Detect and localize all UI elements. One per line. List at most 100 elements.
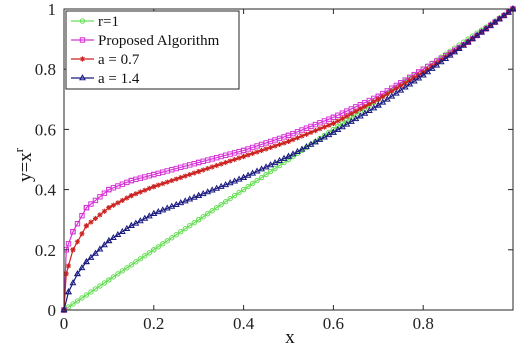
series-3 [60,5,516,313]
axes-layer: 0 0.2 0.4 0.6 0.8 0 0.2 0.4 0.6 0.8 1 [35,0,514,333]
series-marker [460,41,468,48]
series-marker [218,161,224,167]
series-marker [263,171,269,178]
series-marker [437,58,445,65]
y-tick-label: 0.2 [35,241,56,260]
series-marker [79,212,85,219]
series-marker [299,133,305,139]
series-marker [123,224,131,232]
series-marker [249,150,256,157]
data-point [127,221,135,229]
series-marker [280,154,288,161]
series-marker [169,177,175,184]
series-marker [74,239,81,245]
series-marker [115,200,121,206]
series-marker [428,64,436,71]
series-marker [496,15,503,22]
series-marker [110,202,116,208]
series-marker [118,227,126,235]
series-marker [97,194,103,200]
series-marker [371,99,377,105]
legend-box [65,10,240,90]
series-marker [232,156,238,163]
series-marker [186,195,194,202]
series-marker [217,182,225,189]
series-marker [244,171,252,178]
series-marker [109,233,117,241]
series-marker [96,245,104,252]
series-marker [254,177,260,184]
data-point [65,288,72,295]
series-marker [500,11,508,18]
legend-entry: a = 1.4 [71,71,140,87]
series-marker [137,256,144,262]
data-point [285,138,292,145]
series-marker [415,74,423,81]
series-marker [97,283,103,289]
legend-entry: Proposed Algorithm [71,33,220,49]
series-marker [389,88,395,94]
series-marker [383,95,391,102]
series-marker [163,204,171,211]
legend: r=1 Proposed Algorithm a = 0.7 a = 1.4 [65,10,240,90]
series-marker [249,169,257,176]
series-marker [249,180,256,187]
series-marker [451,48,459,55]
series-marker [100,241,108,248]
series-marker [88,219,94,225]
series-line [63,8,514,311]
series-marker [406,80,414,87]
series-marker [74,298,81,304]
x-tick-label: 0.2 [143,314,164,333]
series-marker [164,238,170,244]
series-marker [227,195,233,202]
series-marker [114,230,122,238]
data-point [106,186,112,193]
series-marker [258,147,265,154]
series-marker [74,221,81,227]
series-marker [308,129,314,136]
series-marker [231,177,239,184]
series-marker [276,141,283,148]
series-marker [401,83,409,90]
legend-label: r=1 [98,14,119,30]
series-marker [290,137,296,143]
series-marker [204,188,212,195]
data-point [70,247,76,253]
series-marker [142,187,148,193]
series-marker [339,115,345,122]
data-point [70,229,76,235]
series-marker [159,206,167,213]
data-point [82,258,90,265]
series-marker [303,131,310,137]
y-tick-label: 0.6 [35,120,56,139]
series-marker [65,241,72,247]
data-point [240,173,248,180]
series-marker [231,192,238,199]
series-marker [83,292,90,298]
series-marker [379,98,387,105]
series-marker [133,191,139,197]
series-marker [446,51,454,58]
data-point [63,271,69,277]
series-marker [487,21,495,28]
series-marker [137,189,143,195]
series-marker [272,143,278,149]
series-marker [344,113,350,119]
data-point [285,132,292,139]
series-marker [142,253,148,259]
series-marker [393,85,399,92]
series-layer [60,5,516,313]
series-marker [312,128,319,134]
series-marker [223,159,229,166]
series-marker [190,193,198,200]
series-marker [208,186,216,193]
series-marker [384,91,390,97]
series-marker [258,165,266,172]
series-marker [146,185,152,191]
series-marker [155,182,161,188]
series-marker [281,140,287,146]
y-tick-label: 0.8 [35,60,56,79]
series-marker [482,25,490,32]
series-marker [146,250,153,256]
